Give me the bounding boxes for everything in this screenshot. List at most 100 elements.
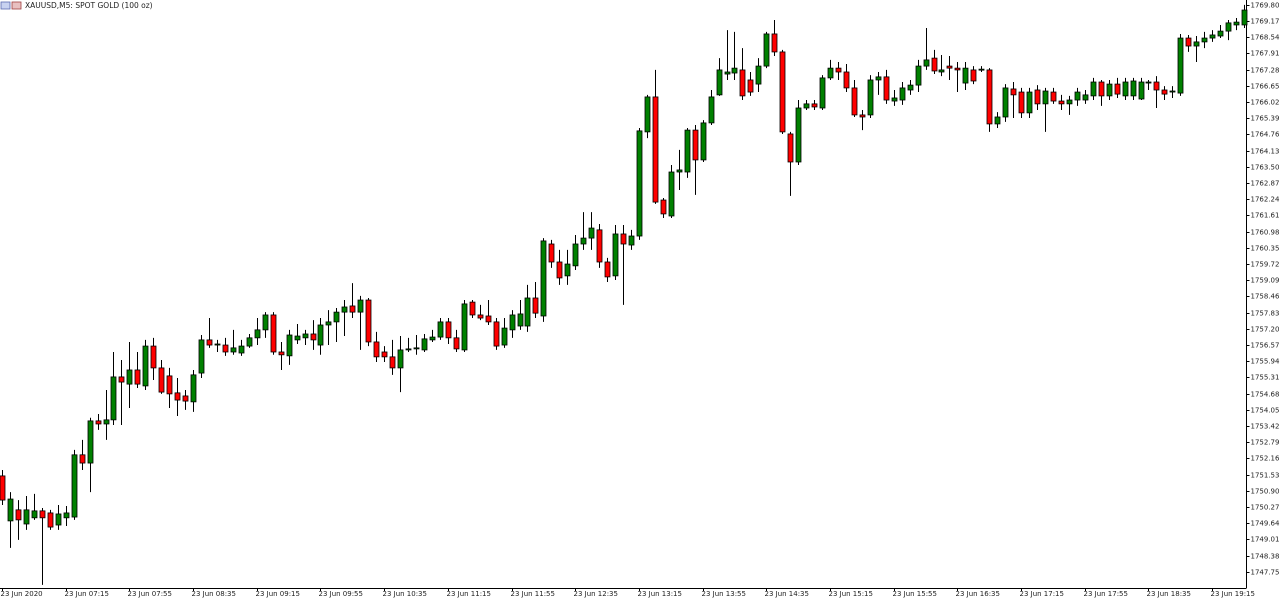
candle-body	[63, 512, 70, 519]
y-tick-label: 1764.76	[1251, 131, 1280, 139]
candle-body	[1114, 83, 1121, 95]
candle-body	[150, 345, 157, 369]
candle-body	[158, 367, 165, 393]
candle-body	[692, 129, 699, 161]
candle-body	[994, 116, 1001, 125]
candle-body	[724, 71, 731, 75]
candle-body	[365, 299, 372, 343]
candle-body	[1153, 81, 1160, 91]
candle-body	[1138, 81, 1145, 100]
candle-body	[923, 59, 930, 67]
y-tick-label: 1755.31	[1251, 374, 1280, 382]
candle-body	[771, 33, 778, 53]
candle-body	[270, 314, 277, 353]
candle-body	[899, 87, 906, 101]
y-tick-label: 1763.50	[1251, 164, 1280, 172]
candle-body	[461, 303, 468, 351]
candle-body	[867, 79, 874, 116]
candle-body	[1034, 89, 1041, 105]
y-tick-label: 1754.68	[1251, 391, 1280, 399]
candle-body	[787, 133, 794, 163]
y-tick-label: 1753.42	[1251, 423, 1280, 431]
candle-body	[827, 67, 834, 79]
candle-body	[493, 321, 500, 347]
y-tick-label: 1769.80	[1251, 2, 1280, 10]
x-tick-label: 23 Jun 19:15	[1211, 590, 1255, 598]
candle-body	[1225, 22, 1232, 32]
candle-body	[819, 77, 826, 109]
candle-body	[700, 122, 707, 161]
y-tick-label: 1758.46	[1251, 293, 1280, 301]
x-tick-label: 23 Jun 11:15	[447, 590, 491, 598]
candle-body	[166, 375, 173, 395]
candle-body	[134, 369, 141, 385]
candle-body	[310, 333, 317, 341]
candle-body	[1241, 9, 1248, 26]
candle-body	[859, 114, 866, 118]
candle-body	[652, 96, 659, 203]
candle-body	[843, 71, 850, 89]
candle-body	[716, 69, 723, 96]
candle-body	[1026, 91, 1033, 114]
candle-body	[477, 314, 484, 319]
candle-body	[381, 351, 388, 358]
y-tick-label: 1766.02	[1251, 99, 1280, 107]
candle-body	[39, 510, 46, 519]
y-tick-label: 1766.65	[1251, 83, 1280, 91]
candle-body	[373, 341, 380, 358]
candle-body	[1169, 90, 1176, 93]
x-tick-label: 23 Jun 17:15	[1020, 590, 1064, 598]
x-tick-label: 23 Jun 09:15	[256, 590, 300, 598]
candle-body	[254, 329, 261, 339]
candle-body	[190, 374, 197, 403]
candle-body	[1002, 87, 1009, 118]
candle-body	[986, 69, 993, 125]
candle-body	[978, 68, 985, 71]
x-tick-label: 23 Jun 15:55	[893, 590, 937, 598]
candle-body	[286, 334, 293, 357]
candle-body	[397, 349, 404, 369]
candle-body	[875, 76, 882, 81]
candle-body	[779, 51, 786, 133]
candle-body	[15, 509, 22, 521]
candle-body	[851, 87, 858, 116]
y-tick-label: 1749.01	[1251, 536, 1280, 544]
x-tick-label: 23 Jun 08:35	[192, 590, 236, 598]
x-tick-label: 23 Jun 14:35	[765, 590, 809, 598]
candle-body	[564, 263, 571, 277]
candle-body	[1090, 81, 1097, 97]
candle-body	[604, 261, 611, 278]
candle-body	[1185, 37, 1192, 47]
y-tick-label: 1762.24	[1251, 196, 1280, 204]
candle-body	[238, 345, 245, 354]
candle-body	[731, 67, 738, 74]
candle-body	[1082, 94, 1089, 101]
candle-body	[795, 107, 802, 163]
candle-body	[962, 67, 969, 84]
y-tick-label: 1757.20	[1251, 326, 1280, 334]
x-tick-label: 23 Jun 2020	[1, 590, 43, 598]
candle-body	[970, 69, 977, 82]
y-tick-label: 1749.64	[1251, 520, 1280, 528]
candle-body	[636, 130, 643, 237]
candle-body	[302, 333, 309, 339]
candle-body	[71, 454, 78, 518]
y-tick-label: 1767.91	[1251, 50, 1280, 58]
y-tick-label: 1754.05	[1251, 407, 1280, 415]
x-tick-label: 23 Jun 13:15	[638, 590, 682, 598]
candle-body	[556, 261, 563, 279]
candle-body	[660, 199, 667, 215]
candle-body	[915, 65, 922, 86]
candle-body	[95, 420, 102, 425]
y-tick-label: 1756.57	[1251, 342, 1280, 350]
candle-body	[485, 315, 492, 323]
candle-body	[612, 233, 619, 277]
candle-body	[1161, 89, 1168, 95]
x-tick-label: 23 Jun 13:55	[702, 590, 746, 598]
y-tick-label: 1747.75	[1251, 569, 1280, 577]
candle-body	[835, 67, 842, 73]
candle-body	[118, 376, 125, 383]
y-tick-label: 1752.79	[1251, 439, 1280, 447]
